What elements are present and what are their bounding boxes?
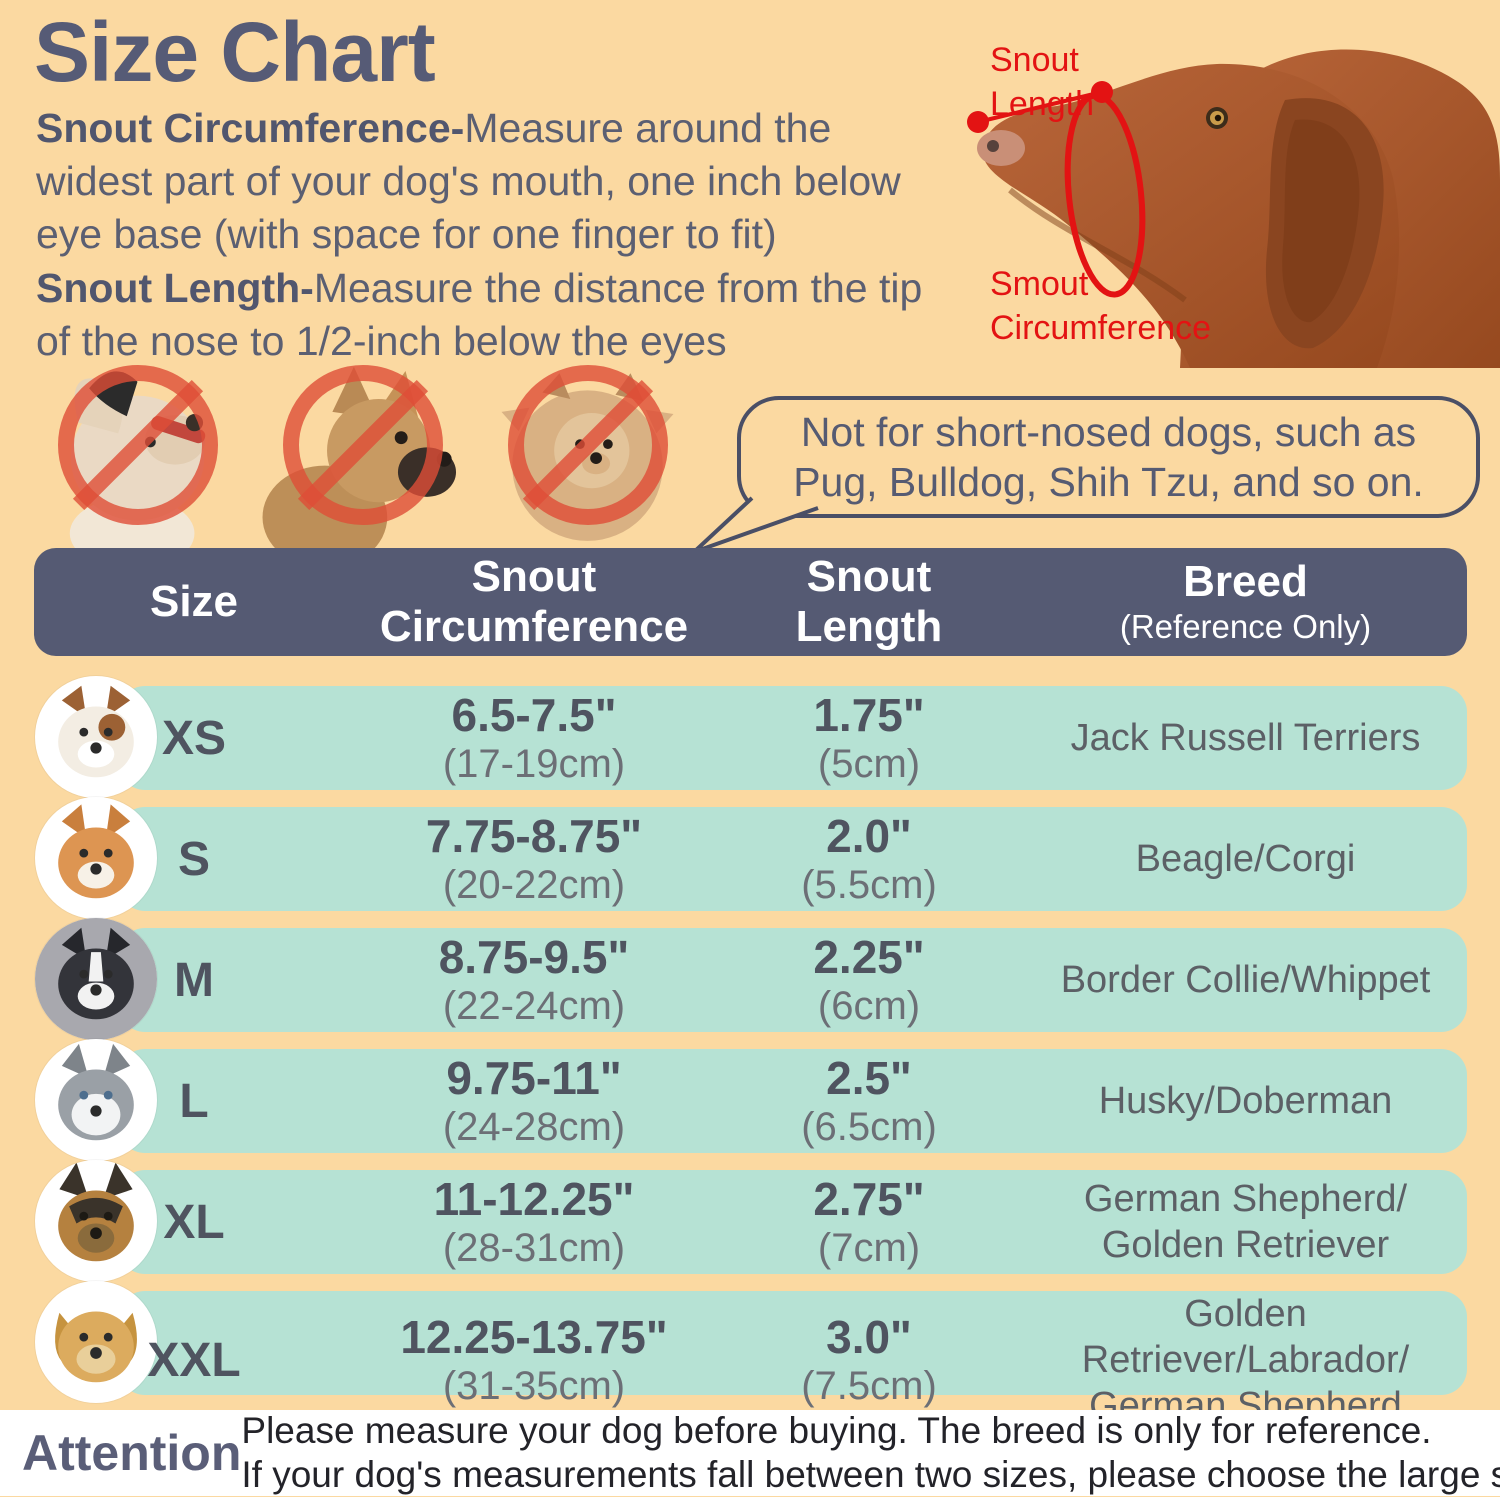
- snout-length-label: Snout Length: [990, 41, 1094, 123]
- column-header-size: Size: [149, 577, 239, 626]
- circumference-cm: (20-22cm): [442, 863, 626, 907]
- table-row: XL 11-12.25" (28-31cm) 2.75" (7cm) German …: [34, 1160, 1467, 1282]
- row-background: [119, 807, 1467, 911]
- breed-cell: German Shepherd/ Golden Retriever: [1083, 1178, 1408, 1266]
- attention-text: Please measure your dog before buying. T…: [241, 1409, 1500, 1497]
- length-inches: 1.75": [813, 689, 925, 741]
- circumference-cm: (22-24cm): [442, 984, 626, 1028]
- dog-head-photo: [955, 0, 1500, 368]
- size-cell: S: [177, 832, 210, 886]
- table-header: Size Snout Circumference Snout Length Br…: [34, 548, 1467, 656]
- size-cell: M: [174, 953, 214, 1007]
- breed-cell: Husky/Doberman: [1098, 1080, 1393, 1122]
- circumference-inches: 9.75-11": [446, 1052, 622, 1104]
- snout-circumference-label: Smout Circumference: [990, 265, 1212, 347]
- length-cm: (6cm): [817, 984, 921, 1028]
- attention-line-1: Please measure your dog before buying. T…: [241, 1410, 1432, 1451]
- circumference-inches: 11-12.25": [433, 1173, 635, 1225]
- row-background: [119, 928, 1467, 1032]
- row-background: [119, 1170, 1467, 1274]
- size-cell: XXL: [147, 1333, 241, 1387]
- circumference-inches: 8.75-9.5": [438, 931, 630, 983]
- jack-russell-terrier-photo: [35, 676, 157, 798]
- instruction-snout-circumference: Snout Circumference-Measure around the w…: [36, 102, 926, 261]
- row-background: [119, 1049, 1467, 1153]
- circumference-cm: (28-31cm): [442, 1226, 626, 1270]
- instruction-circumference-body: Measure around the widest part of your d…: [36, 105, 901, 257]
- length-cm: (6.5cm): [801, 1105, 937, 1149]
- breed-cell: Jack Russell Terriers: [1070, 717, 1421, 759]
- circumference-inches: 12.25-13.75": [400, 1311, 668, 1363]
- column-header-breed: Breed (Reference Only): [1024, 557, 1467, 647]
- warning-bubble-text: Not for short-nosed dogs, such as Pug, B…: [793, 409, 1424, 505]
- col-circ-line1: Snout: [471, 552, 597, 601]
- size-cell: XS: [161, 711, 227, 765]
- length-cm: (5.5cm): [801, 863, 937, 907]
- circumference-cm: (31-35cm): [442, 1364, 626, 1408]
- col-len-line2: Length: [795, 602, 943, 651]
- vizsla-head-illustration: [967, 49, 1500, 368]
- size-cell: XL: [163, 1195, 225, 1249]
- length-cm: (5cm): [817, 742, 921, 786]
- col-breed-title: Breed: [1183, 557, 1308, 606]
- no-dog-photo-pomeranian: [480, 356, 695, 542]
- prohibited-dogs-photos: [30, 356, 695, 570]
- circumference-inches: 7.75-8.75": [425, 810, 643, 862]
- length-cm: (7.5cm): [801, 1364, 937, 1408]
- row-background: [119, 686, 1467, 790]
- row-background: [119, 1291, 1467, 1395]
- length-inches: 3.0": [826, 1311, 912, 1363]
- breed-cell: Border Collie/Whippet: [1060, 959, 1431, 1001]
- col-len-line1: Snout: [806, 552, 932, 601]
- circumference-inches: 6.5-7.5": [451, 689, 617, 741]
- breed-cell: Beagle/Corgi: [1135, 838, 1356, 880]
- husky-photo: [35, 1039, 157, 1161]
- circumference-cm: (17-19cm): [442, 742, 626, 786]
- table-row: S 7.75-8.75" (20-22cm) 2.0" (5.5cm) Beagle…: [34, 797, 1467, 919]
- instruction-circumference-term: Snout Circumference-: [36, 105, 465, 151]
- no-dog-photo-french-bulldog-fawn: [255, 356, 470, 569]
- page-title: Size Chart: [34, 5, 436, 99]
- measurement-annotations: [967, 81, 1146, 298]
- attention-footer: Attention Please measure your dog before…: [0, 1410, 1500, 1496]
- warning-bubble: Not for short-nosed dogs, such as Pug, B…: [737, 396, 1480, 518]
- no-dog-photo-french-bulldog-cream: [30, 356, 245, 570]
- circumference-cm: (24-28cm): [442, 1105, 626, 1149]
- instruction-length-body: Measure the distance from the tip of the…: [36, 265, 923, 364]
- table-row: XXL 12.25-13.75" (31-35cm) 3.0" (7.5cm) Go…: [34, 1281, 1467, 1427]
- length-inches: 2.0": [826, 810, 912, 862]
- length-inches: 2.5": [826, 1052, 912, 1104]
- col-breed-note: (Reference Only): [1119, 608, 1372, 645]
- attention-label: Attention: [22, 1425, 242, 1481]
- size-cell: L: [179, 1074, 209, 1128]
- attention-line-2: If your dog's measurements fall between …: [241, 1454, 1500, 1495]
- border-collie-photo: [35, 918, 157, 1040]
- column-header-snout-circumference: Snout Circumference: [354, 552, 714, 652]
- corgi-photo: [35, 797, 157, 919]
- instruction-snout-length: Snout Length-Measure the distance from t…: [36, 262, 926, 368]
- table-row: M 8.75-9.5" (22-24cm) 2.25" (6cm) Border C…: [34, 918, 1467, 1040]
- column-header-snout-length: Snout Length: [714, 552, 1024, 652]
- breed-cell: Golden Retriever/Labrador/ German Shephe…: [1081, 1293, 1410, 1427]
- length-inches: 2.25": [813, 931, 925, 983]
- german-shepherd-photo: [35, 1160, 157, 1282]
- length-inches: 2.75": [813, 1173, 925, 1225]
- col-circ-line2: Circumference: [379, 602, 689, 651]
- table-row: XS 6.5-7.5" (17-19cm) 1.75" (5cm) Jack Rus…: [34, 676, 1467, 798]
- instruction-length-term: Snout Length-: [36, 265, 314, 311]
- table-row: L 9.75-11" (24-28cm) 2.5" (6.5cm) Husky/Do…: [34, 1039, 1467, 1161]
- length-cm: (7cm): [817, 1226, 921, 1270]
- golden-retriever-photo: [35, 1281, 157, 1403]
